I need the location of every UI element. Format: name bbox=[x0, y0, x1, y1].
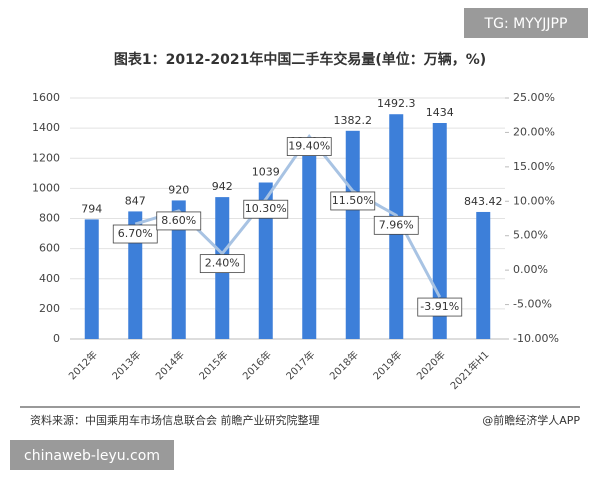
bar-value-label: 847 bbox=[125, 194, 146, 207]
label-box bbox=[112, 224, 158, 244]
x-tick-label: 2020年 bbox=[414, 348, 448, 382]
line-value-label: -3.91% bbox=[420, 300, 459, 313]
y2-tick-label: 20.00% bbox=[513, 125, 555, 138]
credit: @前瞻经济学人APP bbox=[482, 413, 580, 427]
bar bbox=[84, 219, 99, 339]
bar bbox=[302, 152, 317, 339]
label-box bbox=[330, 191, 376, 211]
label-box bbox=[243, 199, 289, 219]
x-tick-label: 2021年H1 bbox=[447, 348, 491, 392]
x-tick-label: 2017年 bbox=[283, 348, 317, 382]
x-tick-label: 2014年 bbox=[153, 348, 187, 382]
line-value-label: 11.50% bbox=[332, 194, 374, 207]
bar-value-label: 1382.2 bbox=[334, 114, 373, 127]
y2-tick-label: 25.00% bbox=[513, 91, 555, 104]
y-tick-label: 1000 bbox=[32, 181, 60, 194]
x-tick-label: 2018年 bbox=[327, 348, 361, 382]
y-tick-label: 1600 bbox=[32, 91, 60, 104]
line-value-label: 2.40% bbox=[205, 257, 240, 270]
site-box bbox=[10, 440, 174, 470]
line-value-label: 6.70% bbox=[118, 227, 153, 240]
line-value-label: 10.30% bbox=[245, 202, 287, 215]
x-tick-label: 2012年 bbox=[66, 348, 100, 382]
label-box bbox=[286, 137, 332, 156]
x-tick-label: 2019年 bbox=[370, 348, 404, 382]
bar-value-label: 1492.3 bbox=[377, 97, 416, 110]
label-box bbox=[417, 297, 463, 317]
y2-tick-label: 5.00% bbox=[513, 229, 548, 242]
source: 资料来源：中国乘用车市场信息联合会 前瞻产业研究院整理 bbox=[30, 413, 320, 427]
bar bbox=[258, 182, 273, 339]
bar-value-label: 920 bbox=[168, 183, 189, 196]
label-box bbox=[373, 215, 419, 235]
label-box bbox=[156, 211, 202, 231]
y-tick-label: 200 bbox=[39, 302, 60, 315]
chart-title: 图表1：2012-2021年中国二手车交易量(单位：万辆，%) bbox=[114, 51, 486, 68]
bar-value-label: 794 bbox=[81, 202, 102, 215]
y-tick-label: 400 bbox=[39, 272, 60, 285]
y2-tick-label: 10.00% bbox=[513, 194, 555, 207]
y-tick-label: 0 bbox=[53, 332, 60, 345]
line-value-label: 8.60% bbox=[161, 214, 196, 227]
x-tick-label: 2016年 bbox=[240, 348, 274, 382]
label-box bbox=[199, 254, 245, 274]
y2-tick-label: 0.00% bbox=[513, 263, 548, 276]
x-tick-label: 2015年 bbox=[196, 348, 230, 382]
line-value-label: 7.96% bbox=[379, 218, 414, 231]
tag-box bbox=[464, 8, 588, 38]
y-tick-label: 800 bbox=[39, 212, 60, 225]
y-tick-label: 600 bbox=[39, 242, 60, 255]
y-tick-label: 1400 bbox=[32, 121, 60, 134]
x-tick-label: 2013年 bbox=[109, 348, 143, 382]
site-text: chinaweb-leyu.com bbox=[24, 448, 160, 464]
bar bbox=[345, 130, 360, 339]
bar bbox=[432, 123, 447, 339]
bar bbox=[476, 211, 491, 339]
bar-value-label: 942 bbox=[212, 180, 233, 193]
y2-tick-label: 15.00% bbox=[513, 160, 555, 173]
bar-value-label: 843.42 bbox=[464, 195, 503, 208]
y-tick-label: 1200 bbox=[32, 151, 60, 164]
line-value-label: 19.40% bbox=[288, 140, 330, 153]
y2-tick-label: -10.00% bbox=[513, 332, 559, 345]
y2-tick-label: -5.00% bbox=[513, 298, 552, 311]
tag-text: TG: MYYJJPP bbox=[484, 16, 568, 32]
bar-value-label: 1434 bbox=[426, 106, 454, 119]
bar bbox=[171, 200, 186, 339]
bar-value-label: 1039 bbox=[252, 166, 280, 179]
